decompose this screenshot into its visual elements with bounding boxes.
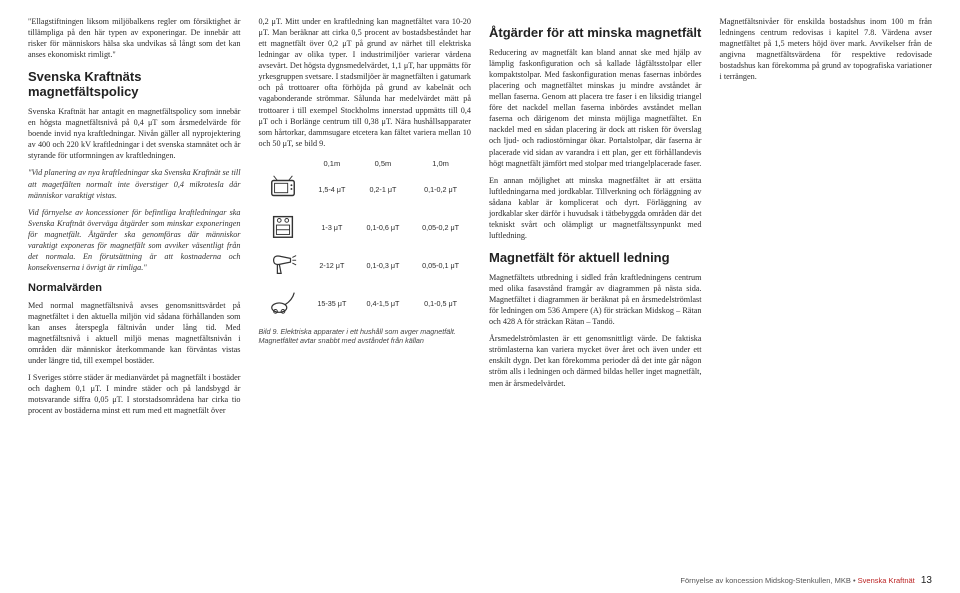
fig-value: 1,5-4 μT: [308, 171, 356, 209]
quote-text: "Vid planering av nya kraftledningar ska…: [28, 167, 241, 200]
body-text: Magnetfältsnivåer för enskilda bostadshu…: [720, 16, 933, 82]
column-2: 0,2 μT. Mitt under en kraftledning kan m…: [259, 16, 472, 556]
fig-value: 15-35 μT: [308, 285, 356, 323]
dist-header: 0,1m: [308, 157, 356, 171]
fig-value: 2-12 μT: [308, 247, 356, 285]
body-text: Magnetfältets utbredning i sidled från k…: [489, 272, 702, 327]
tv-icon: [259, 171, 309, 209]
fig-value: 0,1-0,6 μT: [356, 209, 410, 247]
body-text: En annan möjlighet att minska magnetfält…: [489, 175, 702, 241]
body-text: 0,2 μT. Mitt under en kraftledning kan m…: [259, 16, 472, 149]
fig-value: 0,1-0,2 μT: [410, 171, 471, 209]
heading-current: Magnetfält för aktuell ledning: [489, 251, 702, 266]
heading-policy: Svenska Kraftnäts magnetfältspolicy: [28, 70, 241, 100]
fig-value: 0,05-0,1 μT: [410, 247, 471, 285]
page-columns: "Ellagstiftningen liksom miljöbalkens re…: [28, 16, 932, 556]
column-3: Åtgärder för att minska magnetfält Reduc…: [489, 16, 702, 556]
hairdryer-icon: [259, 247, 309, 285]
quote-text: Vid förnyelse av koncessioner för befint…: [28, 207, 241, 273]
fig-value: 0,4-1,5 μT: [356, 285, 410, 323]
page-number: 13: [921, 575, 932, 586]
body-text: Årsmedelströmlasten är ett genomsnittlig…: [489, 333, 702, 388]
stove-icon: [259, 209, 309, 247]
body-text: Svenska Kraftnät har antagit en magnetfä…: [28, 106, 241, 161]
fig-value: 0,1-0,3 μT: [356, 247, 410, 285]
dist-header: 0,5m: [356, 157, 410, 171]
page-footer: Förnyelse av koncession Midskog-Stenkull…: [680, 574, 932, 588]
dist-header: 1,0m: [410, 157, 471, 171]
fig-value: 0,05-0,2 μT: [410, 209, 471, 247]
body-text: "Ellagstiftningen liksom miljöbalkens re…: [28, 16, 241, 60]
column-1: "Ellagstiftningen liksom miljöbalkens re…: [28, 16, 241, 556]
vacuum-icon: [259, 285, 309, 323]
fig-value: 0,2-1 μT: [356, 171, 410, 209]
figure-caption: Bild 9. Elektriska apparater i ett hushå…: [259, 327, 472, 345]
body-text: Reducering av magnetfält kan bland annat…: [489, 47, 702, 169]
heading-measures: Åtgärder för att minska magnetfält: [489, 26, 702, 41]
footer-title: Förnyelse av koncession Midskog-Stenkull…: [680, 576, 851, 585]
fig-value: 0,1-0,5 μT: [410, 285, 471, 323]
figure-9: 0,1m 0,5m 1,0m 1,5-4 μT 0,2-1 μT 0,1-0,2…: [259, 157, 472, 345]
column-4: Magnetfältsnivåer för enskilda bostadshu…: [720, 16, 933, 556]
heading-normal: Normalvärden: [28, 281, 241, 296]
body-text: I Sveriges större städer är medianvärdet…: [28, 372, 241, 416]
footer-brand: Svenska Kraftnät: [858, 576, 915, 585]
fig-value: 1-3 μT: [308, 209, 356, 247]
body-text: Med normal magnetfältsnivå avses genomsn…: [28, 300, 241, 366]
figure-table: 0,1m 0,5m 1,0m 1,5-4 μT 0,2-1 μT 0,1-0,2…: [259, 157, 472, 323]
